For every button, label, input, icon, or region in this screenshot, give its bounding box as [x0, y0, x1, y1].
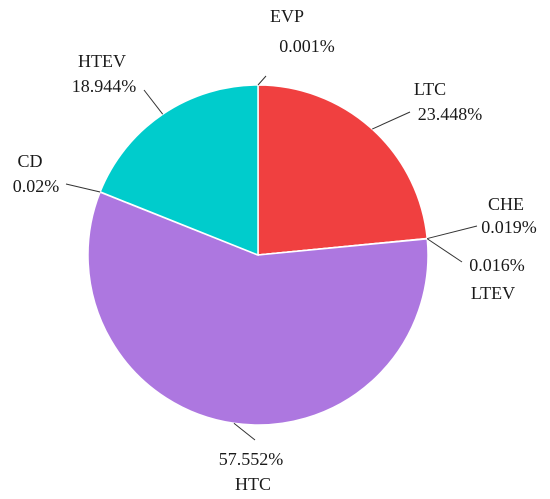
slice-name-label: HTC — [235, 474, 271, 494]
pie-slice-htc — [87, 191, 429, 426]
slice-name-label: CD — [17, 151, 42, 171]
pie-slices — [87, 84, 429, 426]
leader-line-che — [427, 225, 478, 240]
slice-name-label: EVP — [270, 6, 304, 26]
slice-name-label: CHE — [488, 194, 524, 214]
pie-slice-ltc — [257, 84, 429, 256]
slice-value-label: 57.552% — [219, 449, 284, 469]
leader-line-htc — [233, 422, 256, 441]
slice-value-label: 23.448% — [418, 104, 483, 124]
leader-line-evp — [257, 75, 267, 86]
leader-line-cd — [65, 183, 101, 193]
slice-name-label: LTC — [414, 79, 446, 99]
slice-labels: EVP 0.001% LTC 23.448% CHE 0.019% 0.016%… — [13, 6, 537, 494]
slice-value-label: 0.02% — [13, 176, 60, 196]
slice-value-label: 0.019% — [481, 217, 537, 237]
leader-line-htev — [143, 89, 164, 115]
slice-value-label: 0.001% — [279, 36, 335, 56]
leader-line-ltc — [372, 111, 411, 130]
slice-value-label: 0.016% — [469, 255, 525, 275]
slice-value-label: 18.944% — [72, 76, 137, 96]
slice-name-label: LTEV — [471, 283, 515, 303]
label-leader-lines — [65, 75, 478, 441]
slice-name-label: HTEV — [78, 51, 126, 71]
leader-line-ltev — [426, 238, 463, 263]
pie-slice-htev — [99, 84, 259, 257]
